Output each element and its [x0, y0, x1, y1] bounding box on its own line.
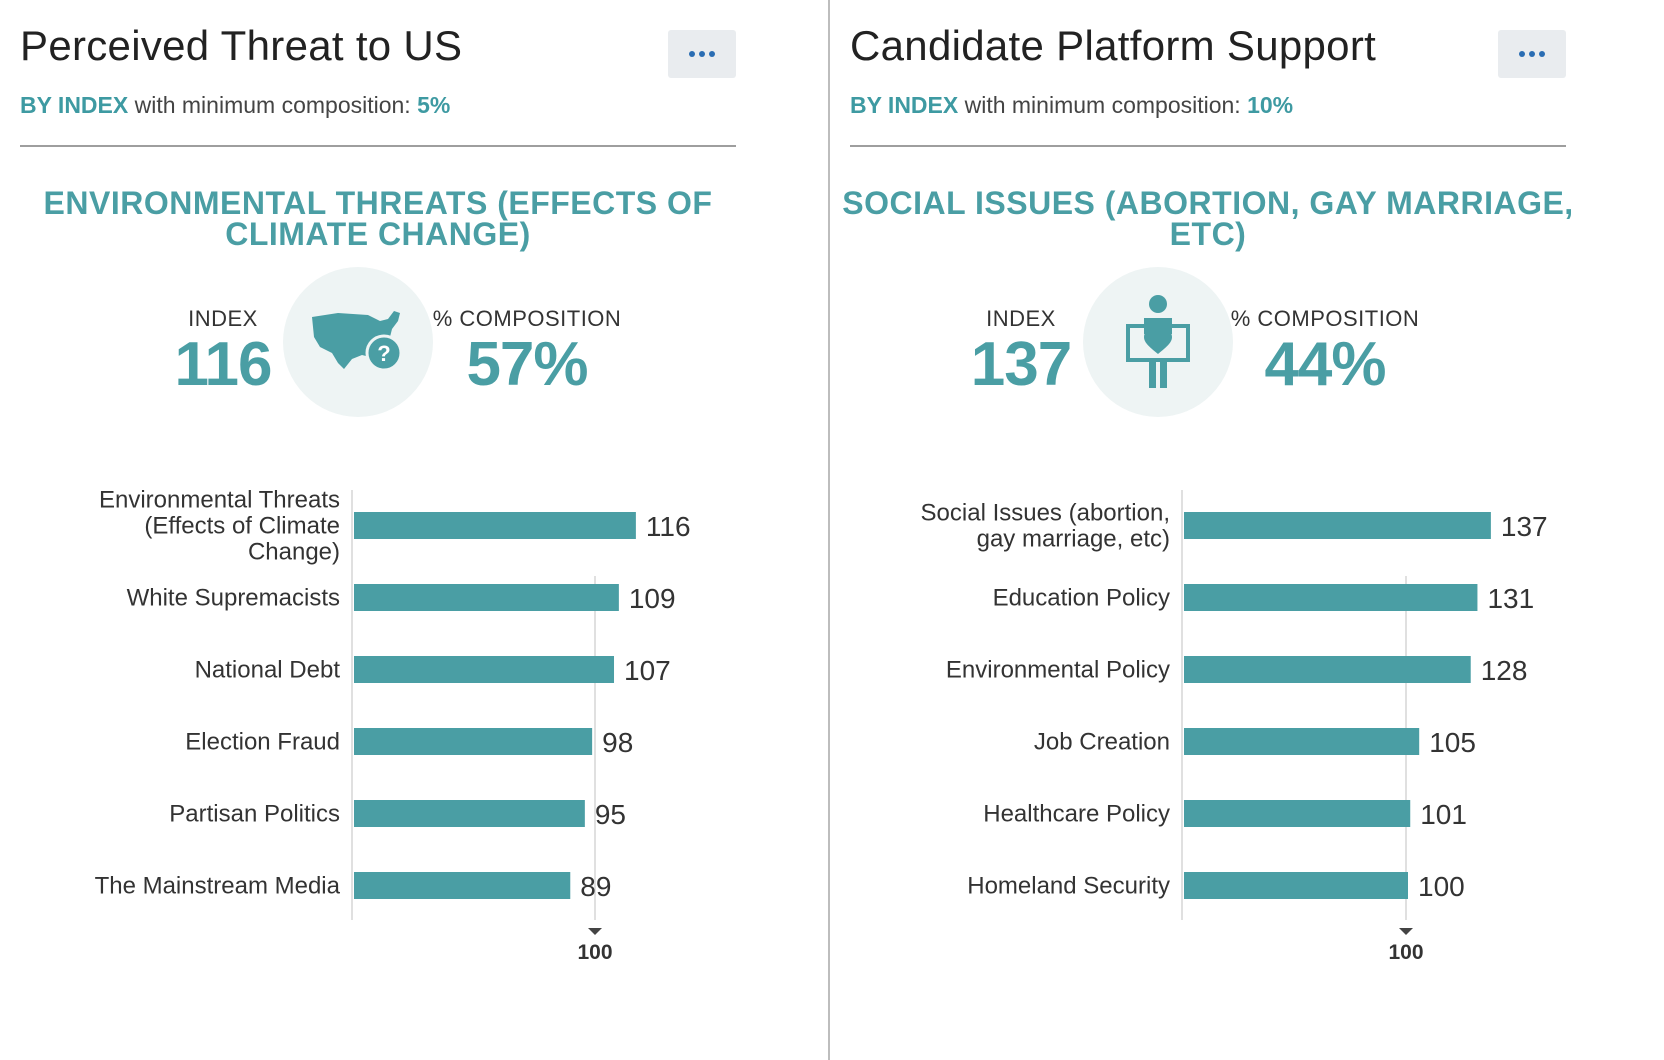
- bar[interactable]: [354, 512, 636, 539]
- ellipsis-icon: [1519, 51, 1545, 57]
- threat-index-bar-chart: 116 Environmental Threats (Effects of Clim…: [95, 487, 691, 965]
- bar[interactable]: [1184, 656, 1471, 683]
- metric-heading-line-1: ENVIRONMENTAL THREATS (EFFECTS OF: [43, 185, 713, 221]
- bar[interactable]: [1184, 584, 1478, 611]
- perceived-threat-panel: Perceived Threat to US BY INDEX with min…: [0, 0, 828, 1060]
- reference-tick-label: 100: [1388, 941, 1423, 964]
- by-index-link[interactable]: BY INDEX: [850, 92, 959, 118]
- composition-value: 44%: [1264, 330, 1386, 399]
- bar[interactable]: [1184, 872, 1408, 899]
- card-title: Perceived Threat to US: [20, 22, 463, 69]
- metric-heading: ENVIRONMENTAL THREATS (EFFECTS OF CLIMAT…: [20, 185, 736, 252]
- bar-value-label: 105: [1429, 727, 1476, 758]
- subtitle: BY INDEX with minimum composition: 5%: [20, 92, 450, 119]
- min-composition-value[interactable]: 10%: [1247, 92, 1294, 118]
- subtitle-text: with minimum composition:: [128, 92, 418, 118]
- us-map-question-icon: ?: [283, 267, 433, 417]
- bar-value-label: 128: [1481, 655, 1528, 686]
- bar-value-label: 101: [1420, 799, 1467, 830]
- card-title: Candidate Platform Support: [850, 22, 1377, 69]
- index-stat: INDEX 116: [168, 306, 278, 398]
- composition-label: % COMPOSITION: [1230, 306, 1420, 331]
- index-value: 116: [174, 330, 272, 399]
- metric-heading: SOCIAL ISSUES (ABORTION, GAY MARRIAGE, E…: [840, 185, 1576, 252]
- bar-value-label: 95: [595, 799, 626, 830]
- header-rule: [850, 145, 1566, 147]
- bar[interactable]: [1184, 512, 1491, 539]
- category-label: The Mainstream Media: [95, 873, 341, 900]
- bar-value-label: 107: [624, 655, 671, 686]
- index-label: INDEX: [986, 306, 1056, 331]
- reference-marker-icon: [1399, 928, 1413, 935]
- subtitle: BY INDEX with minimum composition: 10%: [850, 92, 1293, 119]
- index-label: INDEX: [188, 306, 258, 331]
- metric-heading-line-1: SOCIAL ISSUES (ABORTION, GAY MARRIAGE,: [842, 185, 1574, 221]
- composition-stat: % COMPOSITION 57%: [432, 306, 622, 398]
- composition-label: % COMPOSITION: [432, 306, 622, 331]
- bar-value-label: 116: [646, 511, 691, 542]
- bar[interactable]: [354, 728, 593, 755]
- reference-marker-icon: [588, 928, 602, 935]
- subtitle-text: with minimum composition:: [958, 92, 1248, 118]
- bar-value-label: 100: [1418, 871, 1465, 902]
- category-label: Healthcare Policy: [983, 801, 1170, 828]
- bar[interactable]: [1184, 728, 1420, 755]
- metric-heading-line-2: ETC): [1169, 216, 1247, 252]
- category-label: Social Issues (abortion, gay marriage, et…: [921, 500, 1170, 553]
- bar[interactable]: [354, 656, 615, 683]
- index-stat: INDEX 137: [966, 306, 1076, 398]
- category-label: Election Fraud: [185, 729, 340, 756]
- candidate-platform-panel: Candidate Platform Support BY INDEX with…: [830, 0, 1664, 1060]
- category-label: Environmental Policy: [946, 657, 1170, 684]
- bar-value-label: 89: [580, 871, 611, 902]
- category-label: Education Policy: [993, 585, 1170, 612]
- composition-value: 57%: [466, 330, 588, 399]
- bar-value-label: 98: [602, 727, 633, 758]
- index-value: 137: [970, 330, 1072, 399]
- bar[interactable]: [354, 584, 619, 611]
- reference-tick-label: 100: [577, 941, 612, 964]
- header-rule: [20, 145, 736, 147]
- person-holding-heart-sign-icon: [1083, 267, 1233, 417]
- more-options-button[interactable]: [668, 30, 736, 78]
- bar-value-label: 137: [1501, 511, 1548, 542]
- category-label: Partisan Politics: [169, 801, 340, 828]
- bar[interactable]: [354, 800, 585, 827]
- category-label: Homeland Security: [967, 873, 1170, 900]
- bar-value-label: 109: [629, 583, 676, 614]
- bar-value-label: 131: [1487, 583, 1534, 614]
- platform-index-bar-chart: 137 Social Issues (abortion, gay marriage,…: [921, 490, 1548, 964]
- composition-stat: % COMPOSITION 44%: [1230, 306, 1420, 398]
- min-composition-value[interactable]: 5%: [417, 92, 451, 118]
- ellipsis-icon: [689, 51, 715, 57]
- category-label: Job Creation: [1034, 729, 1170, 756]
- by-index-link[interactable]: BY INDEX: [20, 92, 129, 118]
- metric-heading-line-2: CLIMATE CHANGE): [225, 216, 531, 252]
- svg-text:?: ?: [377, 341, 390, 366]
- bar[interactable]: [1184, 800, 1411, 827]
- more-options-button[interactable]: [1498, 30, 1566, 78]
- bar[interactable]: [354, 872, 571, 899]
- category-label: Environmental Threats (Effects of Climate…: [99, 487, 340, 566]
- category-label: National Debt: [195, 657, 341, 684]
- panel-divider: [828, 0, 830, 1060]
- category-label: White Supremacists: [127, 585, 340, 612]
